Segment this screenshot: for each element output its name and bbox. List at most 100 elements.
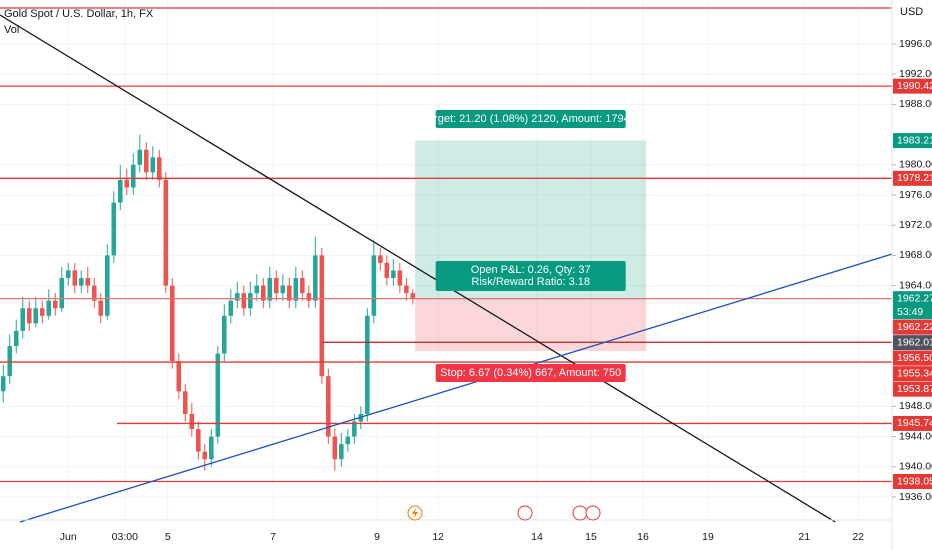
- candle-body: [163, 179, 169, 286]
- pnl-label: Open P&L: 0.26, Qty: 37: [471, 264, 591, 276]
- y-tick-label: 1948.00: [899, 400, 932, 412]
- x-tick-label: 03:00: [112, 531, 138, 543]
- price-label-box: [893, 366, 932, 382]
- candle-body: [397, 270, 403, 286]
- candle-body: [384, 262, 390, 279]
- trend-line: [0, 14, 836, 523]
- candle-body: [65, 270, 71, 279]
- y-tick-label: 1936.00: [899, 491, 932, 503]
- event-icon[interactable]: [572, 505, 588, 521]
- candle-body: [183, 391, 188, 414]
- candle-body: [365, 315, 370, 414]
- price-label: 1990.42: [897, 80, 932, 92]
- target-label-box: [435, 110, 626, 128]
- candle-body: [157, 157, 162, 180]
- x-tick-label: 16: [637, 531, 649, 543]
- candle-body: [196, 429, 201, 452]
- price-label: 1938.05: [897, 475, 932, 487]
- pnl-label: Risk/Reward Ratio: 3.18: [471, 276, 590, 288]
- candle-body: [254, 285, 260, 294]
- candle-body: [326, 376, 331, 437]
- x-tick-label: 19: [702, 531, 714, 543]
- x-tick-label: Jun: [60, 531, 77, 543]
- price-label-box: [893, 350, 932, 366]
- y-tick-label: 1940.00: [899, 461, 932, 473]
- y-tick-label: 1968.00: [899, 249, 932, 261]
- candle-body: [137, 149, 143, 165]
- candle-body: [261, 285, 266, 301]
- price-timer: 53:49: [897, 306, 923, 318]
- price-label-box: [893, 335, 932, 351]
- candle-body: [33, 308, 39, 324]
- candle-body: [410, 293, 416, 299]
- candle-body: [144, 149, 149, 173]
- price-label: 1983.21: [897, 134, 932, 146]
- price-label: 1978.21: [897, 172, 932, 184]
- candle-body: [46, 300, 52, 316]
- price-label: 1962.27: [897, 292, 932, 304]
- candle-body: [189, 413, 195, 430]
- y-tick-label: 1996.00: [899, 38, 932, 50]
- event-icon[interactable]: [585, 505, 601, 521]
- event-icon[interactable]: [517, 505, 533, 521]
- candle-body: [319, 255, 325, 377]
- candle-body: [78, 278, 84, 286]
- y-tick-label: 1972.00: [899, 219, 932, 231]
- x-tick-label: 9: [374, 531, 380, 543]
- candle-body: [267, 278, 273, 301]
- candle-body: [124, 179, 130, 188]
- candle-body: [7, 345, 13, 377]
- candle-body: [118, 179, 123, 203]
- price-label: 1962.01: [897, 336, 932, 348]
- y-tick-label: 1992.00: [899, 68, 932, 80]
- candle-body: [0, 376, 6, 392]
- price-label-box: [893, 473, 932, 489]
- candle-body: [39, 308, 45, 316]
- candle-body: [371, 255, 377, 316]
- trend-line: [19, 253, 893, 523]
- price-label: 1945.74: [897, 417, 932, 429]
- price-label-box: [893, 170, 932, 186]
- price-label: 1955.34: [897, 367, 932, 379]
- candle-body: [59, 278, 65, 309]
- candle-body: [293, 278, 299, 301]
- stop-label: Stop: 6.67 (0.34%) 667, Amount: 750: [440, 367, 621, 379]
- x-tick-label: 12: [432, 531, 444, 543]
- candle-body: [20, 308, 26, 331]
- stop-label-box: [435, 364, 626, 382]
- candle-body: [306, 293, 312, 301]
- y-tick-label: 1944.00: [899, 430, 932, 442]
- candle-body: [222, 315, 227, 354]
- candle-body: [287, 285, 292, 301]
- event-icons: [407, 505, 601, 521]
- symbol-title: Gold Spot / U.S. Dollar, 1h, FX: [4, 8, 154, 20]
- candle-body: [131, 164, 136, 188]
- candle-body: [313, 255, 318, 301]
- price-label-box: [893, 291, 932, 320]
- volume-label: Vol: [4, 24, 19, 36]
- price-label: 1962.22: [897, 321, 932, 333]
- y-tick-label: 1988.00: [899, 98, 932, 110]
- x-tick-label: 5: [165, 531, 171, 543]
- price-label-box: [893, 133, 932, 149]
- candle-body: [52, 300, 58, 309]
- price-label: 1953.87: [897, 383, 932, 395]
- candle-body: [72, 270, 78, 286]
- currency: USD: [900, 6, 923, 18]
- y-tick-label: 1976.00: [899, 189, 932, 201]
- price-label-box: [893, 415, 932, 431]
- candle-body: [26, 308, 32, 324]
- candle-body: [404, 285, 409, 294]
- x-tick-label: 21: [798, 531, 810, 543]
- price-label-box: [893, 381, 932, 397]
- candle-body: [235, 293, 240, 301]
- candle-body: [248, 293, 253, 309]
- lightning: [412, 508, 418, 518]
- pnl-label-box: [435, 261, 626, 291]
- candle-body: [176, 361, 182, 392]
- x-tick-label: 14: [531, 531, 543, 543]
- candle-body: [339, 444, 344, 460]
- candle-body: [104, 255, 110, 316]
- candle-body: [332, 436, 338, 460]
